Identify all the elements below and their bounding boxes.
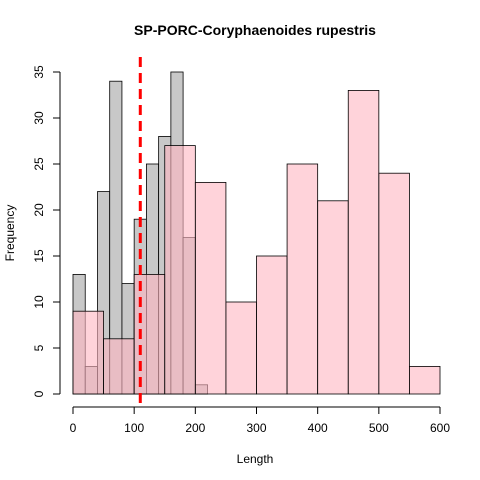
x-axis: 0 100 200 300 400 500 600 [70,406,450,435]
histogram-bar-s2-11 [378,172,410,395]
y-tick-label: 10 [32,295,46,309]
histogram-bar-s2-6 [225,301,257,395]
histogram-bar-s2-3 [133,273,166,395]
y-tick-label: 25 [32,157,46,171]
y-tick-label: 15 [32,249,46,263]
x-tick-label: 400 [308,421,328,435]
histogram-bar-s2-4 [164,145,196,395]
y-axis-label: Frequency [3,205,17,262]
histogram-bar-s2-5 [194,181,227,395]
chart-title: SP-PORC-Coryphaenoides rupestris [134,22,376,38]
histogram-bar-s2-1 [72,310,104,395]
histogram-bar-s2-10 [347,90,380,395]
x-tick-label: 500 [369,421,389,435]
y-tick-label: 0 [32,390,46,397]
y-tick-label: 20 [32,203,46,217]
histogram-bars [72,71,441,395]
histogram-bar-s2-12 [409,365,441,395]
x-tick-label: 100 [124,421,144,435]
x-axis-label: Length [237,452,274,466]
histogram-bar-s2-8 [286,163,319,395]
y-tick-label: 30 [32,111,46,125]
y-axis: 0 5 10 15 20 25 30 35 [32,65,61,397]
histogram-bar-s2-7 [256,255,288,395]
y-tick-label: 35 [32,65,46,79]
histogram-bar-s2-9 [317,200,349,395]
x-tick-label: 600 [430,421,450,435]
histogram-bar-s2-2 [103,338,135,395]
x-tick-label: 0 [70,421,77,435]
y-tick-label: 5 [32,344,46,351]
x-tick-label: 300 [246,421,266,435]
x-tick-label: 200 [185,421,205,435]
